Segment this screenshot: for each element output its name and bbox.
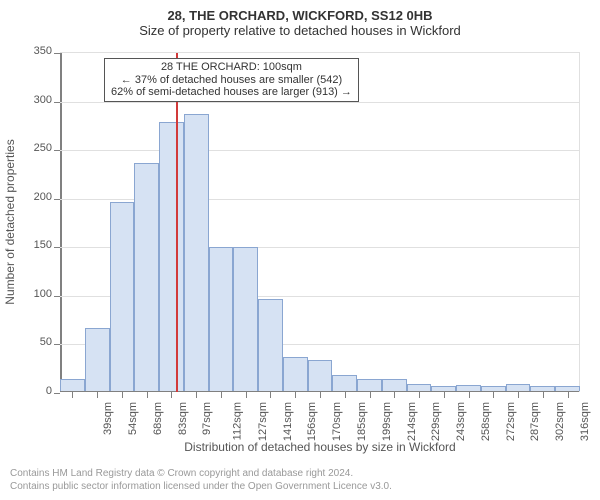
y-axis-label: Number of detached properties (3, 139, 17, 304)
chart-subtitle: Size of property relative to detached ho… (0, 23, 600, 38)
x-tick (246, 392, 247, 398)
x-tick-label: 316sqm (579, 402, 591, 441)
histogram-bar (382, 379, 407, 391)
histogram-bar (134, 163, 159, 391)
x-tick (295, 392, 296, 398)
y-tick (54, 199, 60, 200)
x-tick-label: 68sqm (152, 402, 164, 435)
y-tick-label: 200 (34, 191, 52, 203)
y-tick (54, 247, 60, 248)
x-tick (97, 392, 98, 398)
y-tick (54, 393, 60, 394)
x-tick-label: 302sqm (554, 402, 566, 441)
x-tick-label: 214sqm (406, 402, 418, 441)
x-tick-label: 39sqm (102, 402, 114, 435)
histogram-bar (357, 379, 382, 391)
x-tick (147, 392, 148, 398)
y-tick-label: 100 (34, 288, 52, 300)
x-tick (493, 392, 494, 398)
x-tick-label: 199sqm (381, 402, 393, 441)
x-tick-label: 141sqm (282, 402, 294, 441)
x-tick (543, 392, 544, 398)
x-tick (221, 392, 222, 398)
x-tick (345, 392, 346, 398)
histogram-bar (530, 386, 555, 391)
histogram-bar (60, 379, 85, 391)
figure-container: 28, THE ORCHARD, WICKFORD, SS12 0HB Size… (0, 0, 600, 500)
x-tick (568, 392, 569, 398)
header-block: 28, THE ORCHARD, WICKFORD, SS12 0HB Size… (0, 0, 600, 38)
x-tick (122, 392, 123, 398)
x-tick (518, 392, 519, 398)
histogram-bar (233, 247, 258, 391)
attribution-footer: Contains HM Land Registry data © Crown c… (10, 468, 392, 493)
x-tick-label: 97sqm (201, 402, 213, 435)
x-tick (394, 392, 395, 398)
histogram-bar (431, 386, 456, 391)
y-tick-label: 150 (34, 239, 52, 251)
y-tick (54, 53, 60, 54)
address-title: 28, THE ORCHARD, WICKFORD, SS12 0HB (0, 8, 600, 23)
annotation-line-2: ← 37% of detached houses are smaller (54… (111, 74, 352, 87)
footer-line-2: Contains public sector information licen… (10, 481, 392, 494)
y-tick (54, 102, 60, 103)
x-tick-label: 54sqm (127, 402, 139, 435)
x-axis-label: Distribution of detached houses by size … (60, 440, 580, 454)
annotation-line-3: 62% of semi-detached houses are larger (… (111, 86, 352, 99)
y-tick-label: 250 (34, 142, 52, 154)
x-tick-label: 287sqm (529, 402, 541, 441)
histogram-bar (506, 384, 531, 391)
x-tick-label: 83sqm (177, 402, 189, 435)
histogram-bar (258, 299, 283, 391)
histogram-bar (159, 122, 184, 391)
y-tick (54, 296, 60, 297)
x-tick (196, 392, 197, 398)
x-tick (444, 392, 445, 398)
y-tick-label: 300 (34, 94, 52, 106)
x-tick-label: 185sqm (356, 402, 368, 441)
gridline (60, 150, 579, 151)
x-tick-label: 243sqm (455, 402, 467, 441)
histogram-bar (110, 202, 135, 391)
histogram-bar (332, 375, 357, 392)
histogram-bar (85, 328, 110, 391)
histogram-bar (184, 114, 209, 391)
y-tick-label: 50 (40, 336, 52, 348)
reference-marker-line (176, 53, 178, 392)
annotation-box: 28 THE ORCHARD: 100sqm ← 37% of detached… (104, 58, 359, 102)
footer-line-1: Contains HM Land Registry data © Crown c… (10, 468, 392, 481)
annotation-line-1: 28 THE ORCHARD: 100sqm (111, 61, 352, 74)
x-tick-label: 229sqm (430, 402, 442, 441)
x-tick (370, 392, 371, 398)
x-tick (171, 392, 172, 398)
x-tick-label: 272sqm (505, 402, 517, 441)
y-axis-line (60, 53, 62, 392)
plot-area (60, 52, 580, 392)
histogram-bar (456, 385, 481, 391)
y-tick-label: 0 (46, 385, 52, 397)
x-tick-label: 156sqm (307, 402, 319, 441)
histogram-bar (407, 384, 432, 391)
x-tick (419, 392, 420, 398)
histogram-bar (308, 360, 333, 391)
x-tick-label: 170sqm (331, 402, 343, 441)
x-tick (320, 392, 321, 398)
x-tick-label: 112sqm (232, 402, 244, 440)
histogram-bar (555, 386, 580, 391)
x-tick (469, 392, 470, 398)
x-tick-label: 127sqm (257, 402, 269, 441)
y-tick-label: 350 (34, 45, 52, 57)
y-tick (54, 150, 60, 151)
x-tick-label: 258sqm (480, 402, 492, 441)
x-tick (72, 392, 73, 398)
histogram-bar (209, 247, 234, 391)
y-tick (54, 344, 60, 345)
histogram-bar (481, 386, 506, 391)
x-tick (270, 392, 271, 398)
histogram-bar (283, 357, 308, 391)
